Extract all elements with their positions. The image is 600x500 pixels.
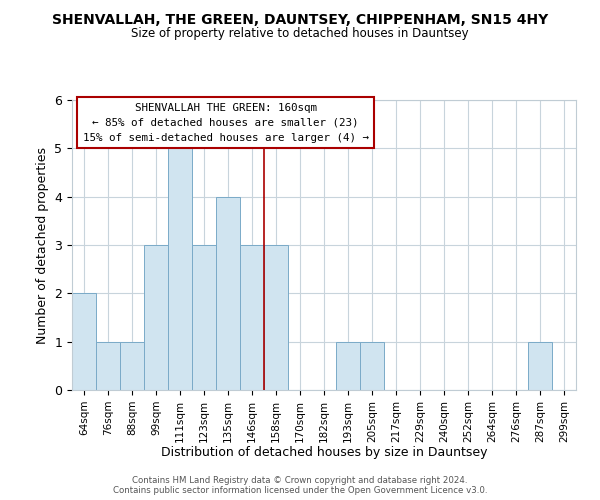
- Bar: [528, 342, 552, 390]
- Text: Contains HM Land Registry data © Crown copyright and database right 2024.: Contains HM Land Registry data © Crown c…: [132, 476, 468, 485]
- Bar: [216, 196, 240, 390]
- Bar: [72, 294, 96, 390]
- Bar: [264, 245, 288, 390]
- Bar: [120, 342, 144, 390]
- Y-axis label: Number of detached properties: Number of detached properties: [36, 146, 49, 344]
- Bar: [192, 245, 216, 390]
- Text: Size of property relative to detached houses in Dauntsey: Size of property relative to detached ho…: [131, 28, 469, 40]
- Bar: [144, 245, 168, 390]
- Text: Distribution of detached houses by size in Dauntsey: Distribution of detached houses by size …: [161, 446, 487, 459]
- Bar: [240, 245, 264, 390]
- Text: Contains public sector information licensed under the Open Government Licence v3: Contains public sector information licen…: [113, 486, 487, 495]
- Bar: [336, 342, 360, 390]
- Bar: [360, 342, 384, 390]
- Bar: [168, 148, 192, 390]
- Text: SHENVALLAH THE GREEN: 160sqm
← 85% of detached houses are smaller (23)
15% of se: SHENVALLAH THE GREEN: 160sqm ← 85% of de…: [83, 103, 369, 142]
- Bar: [96, 342, 120, 390]
- Text: SHENVALLAH, THE GREEN, DAUNTSEY, CHIPPENHAM, SN15 4HY: SHENVALLAH, THE GREEN, DAUNTSEY, CHIPPEN…: [52, 12, 548, 26]
